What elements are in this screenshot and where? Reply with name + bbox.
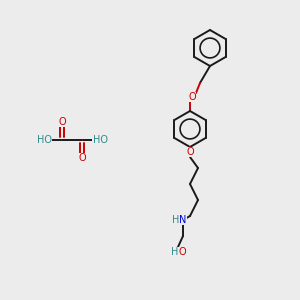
- Text: O: O: [186, 147, 194, 157]
- Text: HO: HO: [37, 135, 52, 145]
- Text: H: H: [172, 215, 180, 225]
- Text: O: O: [78, 153, 86, 163]
- Text: N: N: [179, 215, 187, 225]
- Text: H: H: [171, 247, 179, 257]
- Text: O: O: [178, 247, 186, 257]
- Text: O: O: [58, 117, 66, 127]
- Text: HO: HO: [92, 135, 107, 145]
- Text: O: O: [188, 92, 196, 102]
